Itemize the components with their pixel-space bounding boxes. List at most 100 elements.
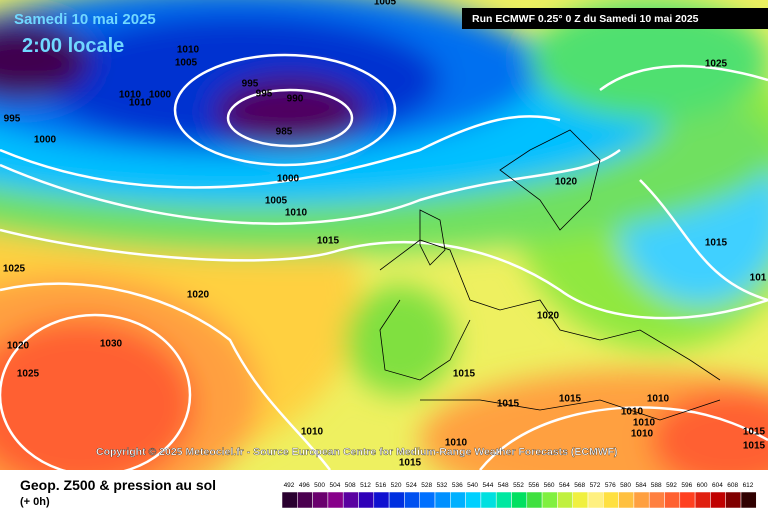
legend-swatch [404,491,420,509]
legend-label: 548 [498,482,509,489]
date: Samedi 10 mai 2025 [14,11,156,28]
isobar-label: 1010 [177,45,200,56]
footer-subtitle: (+ 0h) [20,496,50,508]
legend-label: 512 [360,482,371,489]
isobar-label: 1010 [285,208,308,219]
legend-label: 524 [406,482,417,489]
run-info: Run ECMWF 0.25° 0 Z du Samedi 10 mai 202… [472,13,699,25]
legend-label: 608 [727,482,738,489]
legend-label: 612 [743,482,754,489]
isobar-label: 995 [256,89,273,100]
legend-swatch [648,491,665,509]
isobar-label: 1005 [265,196,288,207]
isobar-label: 1025 [3,264,26,275]
time: 2:00 locale [22,35,124,57]
legend-label: 556 [528,482,539,489]
isobar-label: 1000 [34,135,57,146]
legend-swatch [297,491,313,509]
legend-label: 552 [513,482,524,489]
legend-swatch [664,491,681,509]
legend-swatch [388,491,405,509]
legend-label: 508 [345,482,356,489]
isobar-label: 1010 [631,429,654,440]
isobar-label: 985 [276,127,293,138]
isobar-label: 995 [4,114,21,125]
isobar-label: 101 [750,273,767,284]
isobar-label: 995 [242,79,259,90]
isobar-label: 1015 [743,441,766,452]
legend-swatch [434,491,451,509]
isobar-label: 1015 [559,394,582,405]
legend-swatch [618,491,635,509]
isobar-label: 1010 [633,418,656,429]
legend-swatch [710,491,726,509]
isobar-label: 1015 [399,458,422,469]
legend-label: 576 [605,482,616,489]
legend-label: 500 [314,482,325,489]
legend-swatch [419,491,436,509]
isobar-label: 1010 [445,438,468,449]
legend-label: 592 [666,482,677,489]
isobar-label: 1015 [453,369,476,380]
legend-label: 600 [697,482,708,489]
legend-swatch [480,491,497,509]
legend-swatch [557,491,573,509]
legend-swatch [358,491,375,509]
coastlines [379,129,721,421]
isobar-label: 1020 [187,290,210,301]
legend-swatch [495,491,512,509]
legend-label: 584 [635,482,646,489]
isobar-label: 1025 [17,369,40,380]
legend-swatch [587,491,604,509]
isobar-label: 1010 [301,427,324,438]
legend-label: 532 [437,482,448,489]
legend-swatch [740,491,757,509]
legend-label: 580 [620,482,631,489]
legend-swatch [572,491,589,509]
isobar-label: 1030 [100,339,123,350]
legend-label: 544 [482,482,493,489]
footer-title: Geop. Z500 & pression au sol [20,477,216,493]
legend-label: 528 [421,482,432,489]
color-legend: 492 496 500 504 508 512 516 520 524 528 532 536 540 5… [281,482,757,509]
legend-swatch [541,491,558,509]
legend-swatch [526,491,543,509]
legend-label: 564 [559,482,570,489]
run-box [462,8,768,29]
legend-swatch [312,491,329,509]
legend-swatch [679,491,696,509]
legend-swatch [327,491,344,509]
legend-label: 516 [375,482,386,489]
legend-label: 504 [329,482,340,489]
isobar-label: 1015 [705,238,728,249]
isobar-label: 1020 [537,311,560,322]
legend-swatch [725,491,742,509]
isobar-label: 1005 [175,58,198,69]
legend-label: 496 [299,482,310,489]
legend-swatch [450,491,466,509]
legend-swatch [633,491,650,509]
isobar-label: 1025 [705,59,728,70]
legend-swatch [281,491,298,509]
legend-label: 536 [452,482,463,489]
legend-swatch [465,491,482,509]
isobar-label: 1005 [374,0,397,8]
legend-label: 540 [467,482,478,489]
legend-swatch [603,491,619,509]
legend-label: 492 [284,482,295,489]
legend-swatch [511,491,528,509]
legend-swatch [694,491,711,509]
legend-swatch [373,491,390,509]
isobar-label: 990 [287,94,304,105]
legend-label: 596 [681,482,692,489]
isobar-label: 1020 [555,177,578,188]
copyright: Copyright © 2025 Meteociel.fr - Source E… [96,446,618,458]
legend-label: 588 [651,482,662,489]
legend-label: 520 [391,482,402,489]
isobar-label: 1010 [647,394,670,405]
isobar-label: 1000 [149,90,172,101]
